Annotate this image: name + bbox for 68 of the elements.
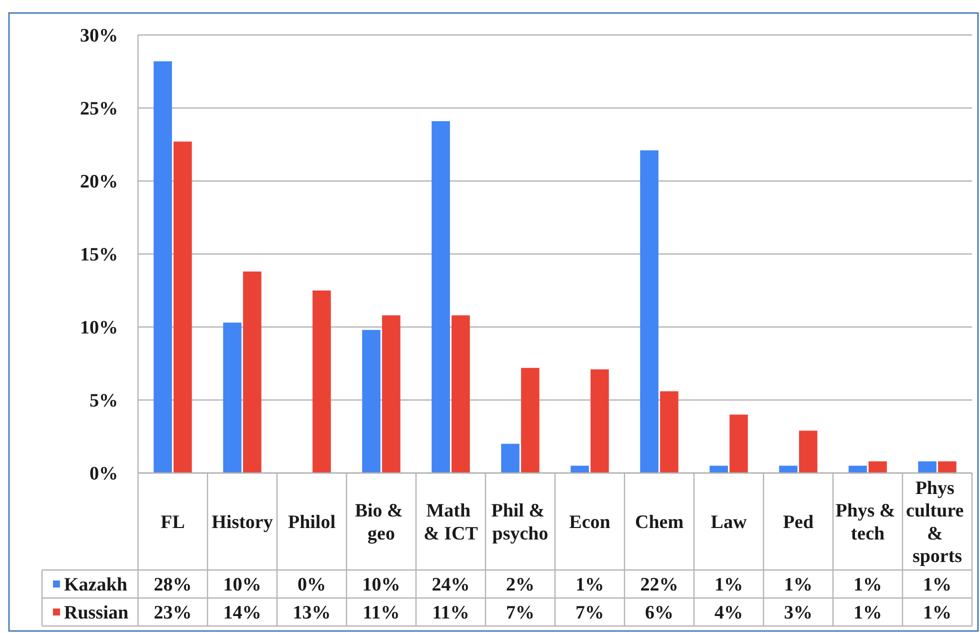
data-label: 14%: [223, 602, 262, 624]
x-tick-label: Philol: [288, 512, 336, 533]
bar: [938, 461, 956, 473]
data-label: 0%: [298, 574, 326, 596]
bar: [362, 330, 380, 473]
data-label: 11%: [432, 602, 470, 624]
bar: [640, 150, 658, 473]
data-label: 24%: [432, 574, 470, 596]
data-label: 1%: [854, 602, 882, 624]
data-label: 23%: [154, 602, 192, 624]
data-label: 3%: [784, 602, 812, 624]
bar: [590, 369, 609, 473]
bar: [848, 466, 867, 473]
data-label: 28%: [154, 574, 192, 596]
bar: [918, 461, 936, 473]
bar: [730, 414, 748, 473]
data-label: 10%: [362, 574, 400, 596]
data-label: 1%: [576, 574, 604, 596]
legend-label: Kazakh: [64, 574, 128, 596]
y-tick-label: 5%: [90, 390, 118, 412]
bar: [660, 391, 678, 473]
data-label: 10%: [223, 574, 262, 596]
x-tick-label: Phys culture & sports: [906, 478, 968, 568]
data-label: 6%: [645, 602, 674, 624]
bar: [223, 322, 242, 473]
bar: [243, 272, 262, 473]
y-tick-label: 15%: [80, 244, 118, 266]
x-tick-label: Phys & tech: [836, 500, 900, 544]
data-label: 13%: [292, 602, 331, 624]
bar: [312, 290, 331, 473]
x-tick-label: History: [212, 512, 274, 533]
x-tick-label: FL: [160, 512, 185, 533]
data-label: 2%: [506, 574, 534, 596]
data-label: 1%: [784, 574, 812, 596]
bar: [174, 142, 192, 473]
bar: [868, 461, 887, 473]
bar: [382, 315, 400, 473]
y-tick-label: 10%: [80, 318, 118, 339]
x-tick-label: Econ: [569, 512, 611, 533]
bar: [710, 466, 728, 473]
data-label: 11%: [362, 602, 400, 624]
y-tick-label: 0%: [90, 464, 118, 485]
data-label: 7%: [506, 602, 534, 624]
x-tick-label: Ped: [782, 512, 814, 533]
legend-label: Russian: [64, 602, 129, 624]
x-tick-label: Math & ICT: [424, 500, 478, 544]
bar: [452, 315, 470, 473]
bar: [799, 430, 818, 473]
bar: [521, 368, 540, 473]
y-tick-label: 20%: [80, 172, 118, 193]
y-tick-label: 30%: [80, 26, 118, 47]
data-label: 4%: [714, 602, 743, 624]
bar: [570, 466, 589, 473]
bar: [779, 466, 798, 473]
data-label: 7%: [576, 602, 604, 624]
x-tick-label: Law: [710, 512, 747, 533]
data-label: 22%: [640, 574, 678, 596]
y-tick-label: 25%: [80, 98, 118, 120]
data-label: 1%: [923, 574, 952, 596]
bar: [432, 121, 450, 473]
x-tick-label: Chem: [634, 512, 684, 533]
x-tick-label: Phil & psycho: [491, 500, 550, 544]
data-label: 1%: [923, 602, 952, 624]
x-tick-label: Bio & geo: [354, 500, 408, 544]
data-label: 1%: [854, 574, 882, 596]
bar: [501, 444, 520, 473]
bar: [154, 61, 172, 473]
data-label: 1%: [714, 574, 743, 596]
